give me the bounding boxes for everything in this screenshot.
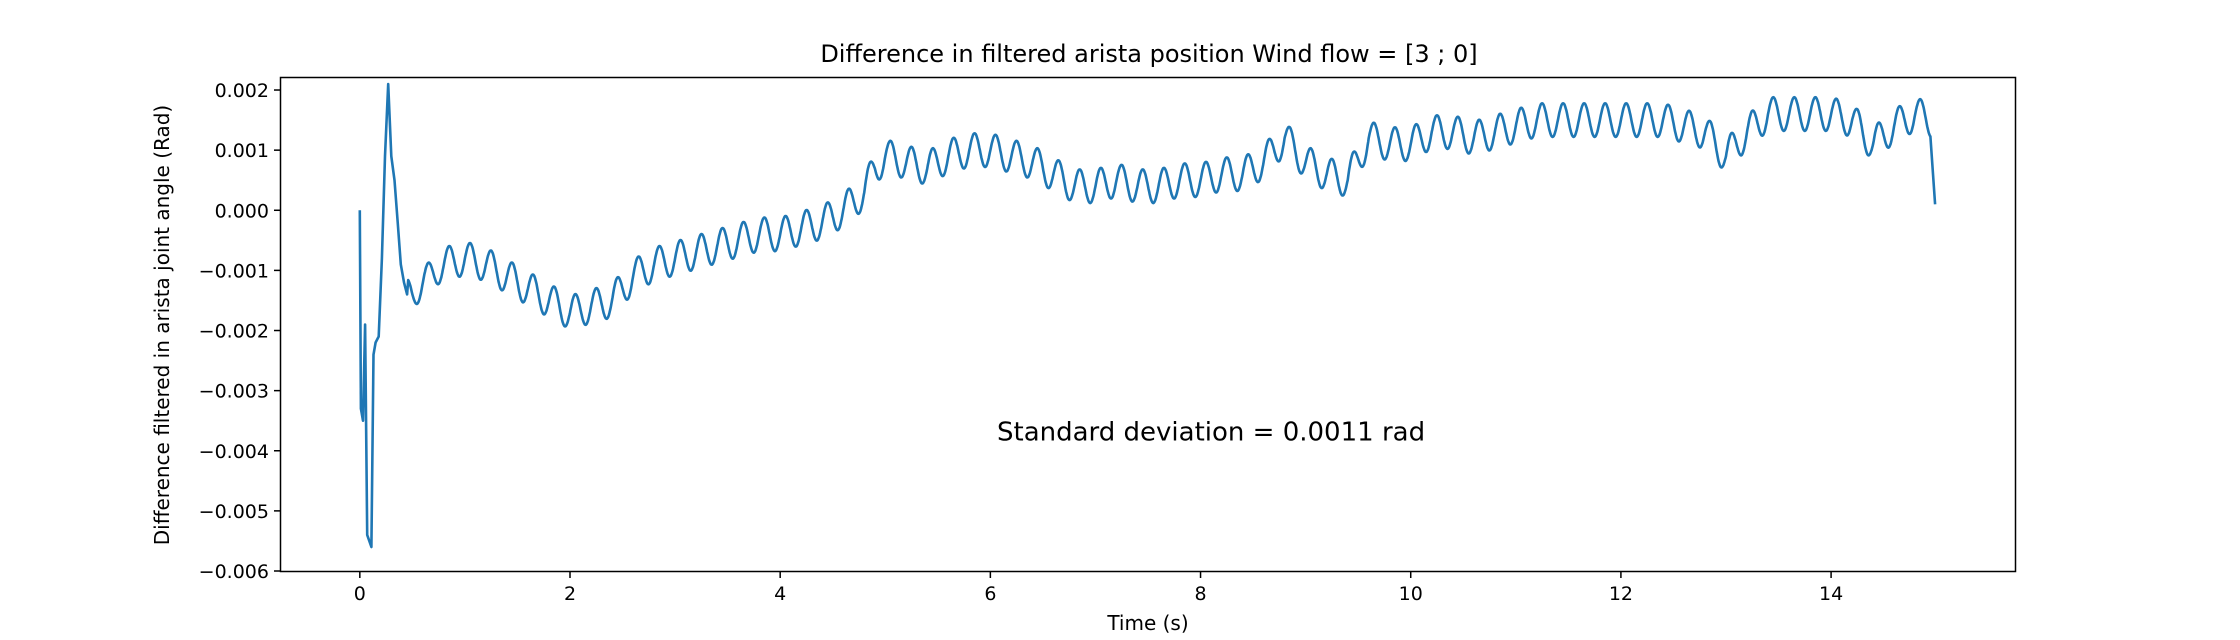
x-tick-label: 0 [354, 583, 366, 605]
x-tick-label: 2 [564, 583, 576, 605]
chart-title: Difference in filtered arista position W… [820, 40, 1477, 68]
std-annotation: Standard deviation = 0.0011 rad [997, 418, 1425, 448]
x-tick-label: 4 [774, 583, 786, 605]
x-tick-label: 14 [1819, 583, 1843, 605]
x-axis-label: Time (s) [1106, 611, 1188, 635]
y-tick-label: −0.006 [199, 561, 269, 583]
x-tick-label: 10 [1399, 583, 1423, 605]
y-tick-label: −0.001 [199, 260, 269, 282]
plot-area [358, 82, 1937, 549]
x-tick-label: 12 [1609, 583, 1633, 605]
y-axis-ticks: −0.006 −0.005 −0.004 −0.003 −0.002 −0.001 0.00… [199, 80, 281, 583]
y-tick-label: 0.000 [215, 200, 269, 222]
y-tick-label: −0.005 [199, 501, 269, 523]
y-tick-label: −0.004 [199, 441, 269, 463]
y-tick-label: 0.001 [215, 140, 269, 162]
y-tick-label: −0.002 [199, 321, 269, 343]
x-axis-ticks: 0 2 4 6 8 10 12 14 [354, 571, 1843, 605]
y-tick-label: 0.002 [215, 80, 269, 102]
x-tick-label: 8 [1194, 583, 1206, 605]
x-tick-label: 6 [984, 583, 996, 605]
y-tick-label: −0.003 [199, 381, 269, 403]
series-line [358, 82, 1937, 549]
y-axis-label: Difference filtered in arista joint angl… [150, 105, 174, 546]
plot-frame [279, 76, 2017, 573]
